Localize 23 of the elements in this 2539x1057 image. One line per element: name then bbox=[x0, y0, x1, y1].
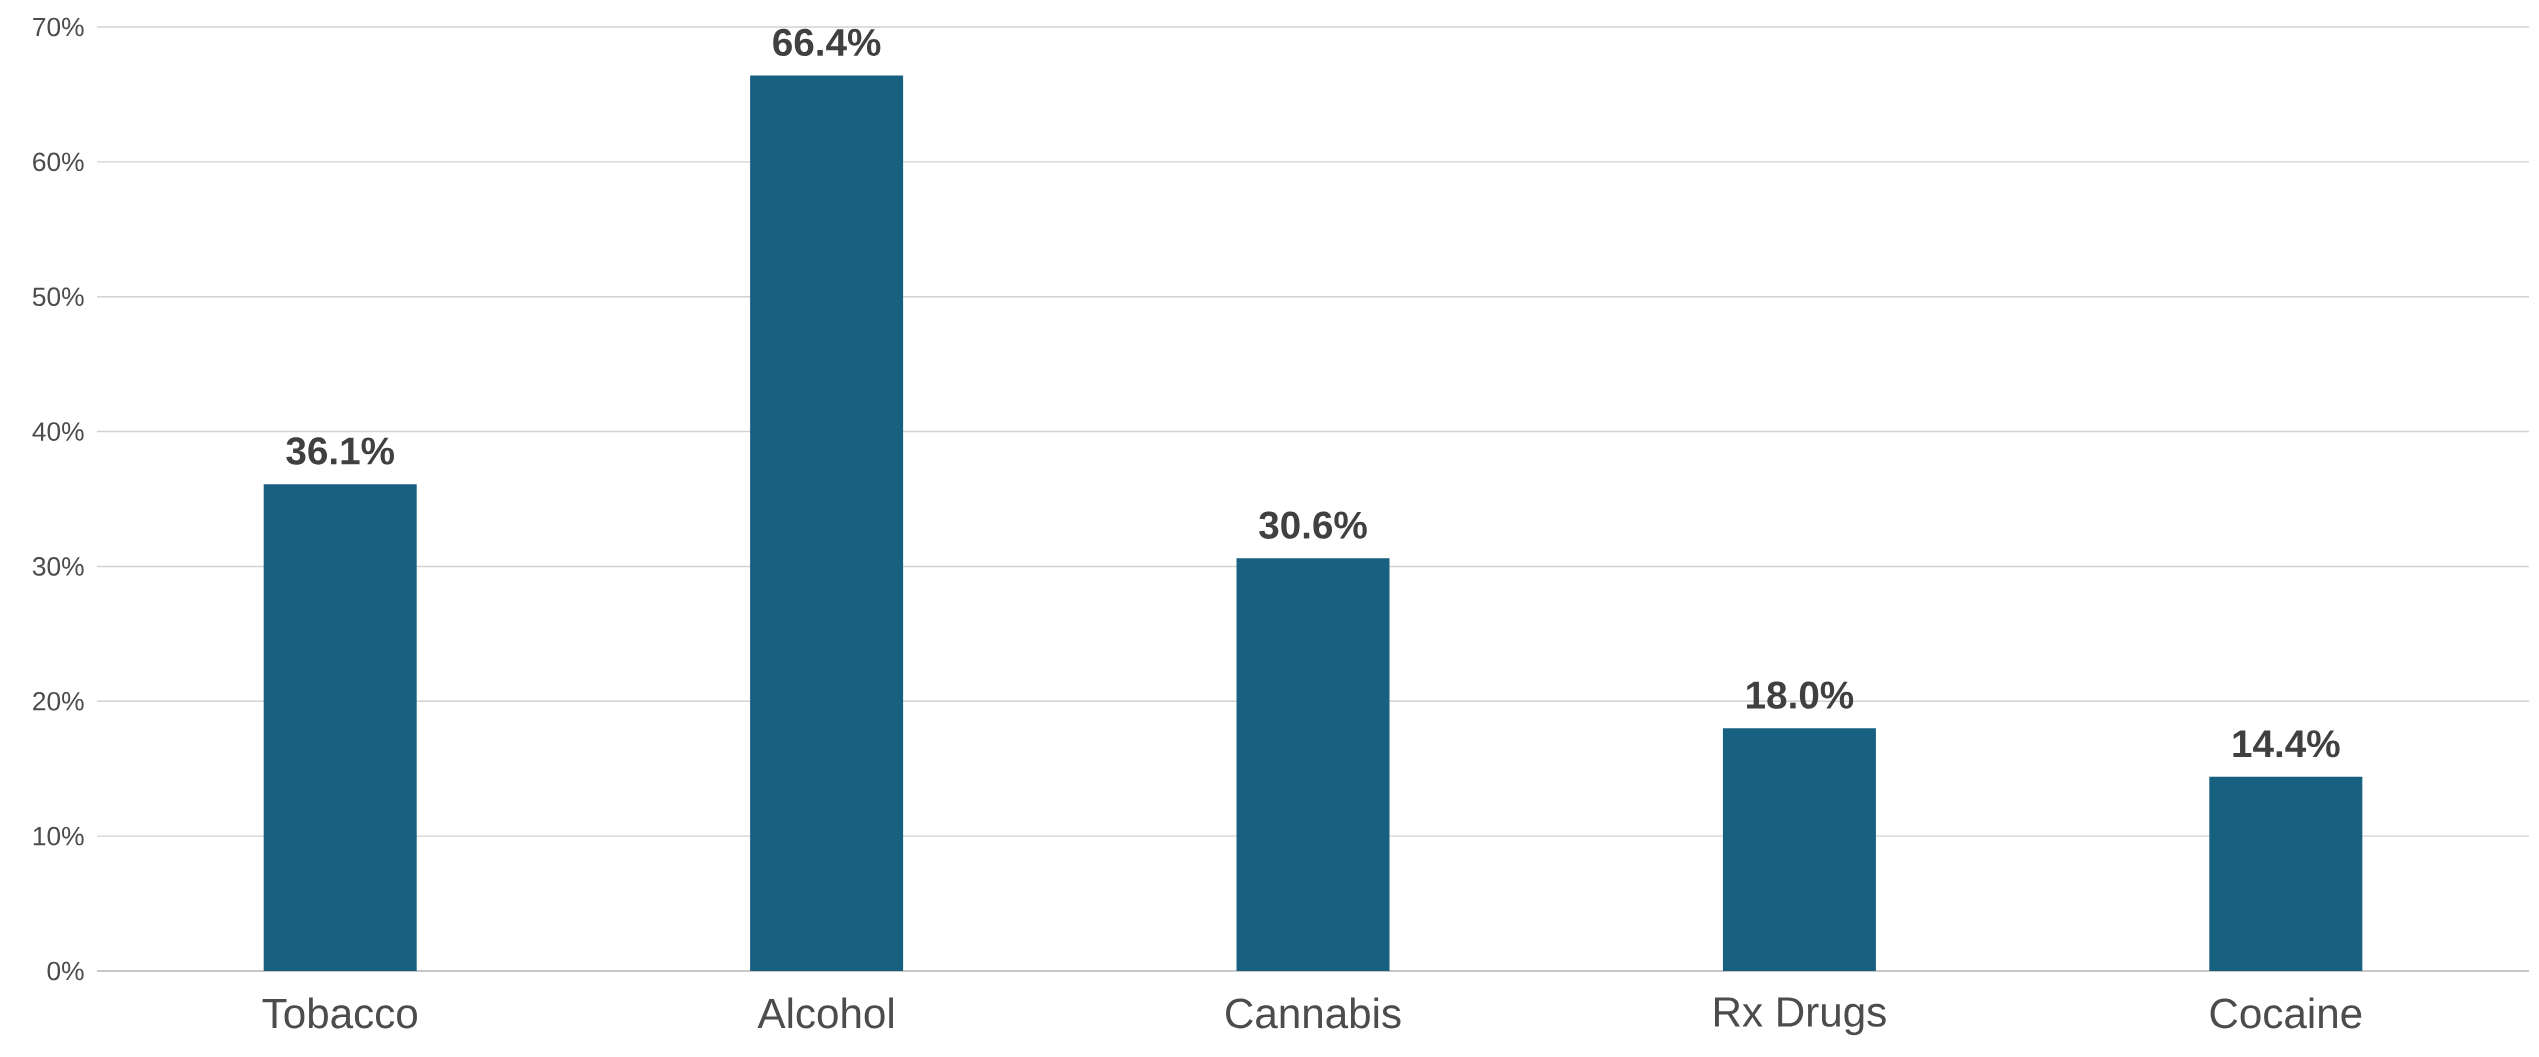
data-label: 18.0% bbox=[1747, 681, 1854, 709]
y-tick-label: 70% bbox=[33, 17, 84, 37]
y-tick-label: 20% bbox=[33, 691, 84, 711]
x-tick-label: Cocaine bbox=[2210, 997, 2362, 1029]
bar bbox=[750, 75, 904, 971]
y-tick-label: 10% bbox=[33, 826, 84, 846]
x-tick-label: Cannabis bbox=[1226, 997, 1401, 1029]
bar bbox=[263, 484, 417, 971]
y-tick-label: 50% bbox=[32, 287, 84, 307]
data-label: 30.6% bbox=[1259, 511, 1367, 539]
x-tick-label: Tobacco bbox=[262, 997, 417, 1029]
bar bbox=[1236, 558, 1390, 971]
y-tick-label: 60% bbox=[33, 152, 84, 172]
x-tick-label: Alcohol bbox=[757, 997, 893, 1029]
data-label: 36.1% bbox=[286, 437, 394, 465]
bar bbox=[1722, 728, 1876, 971]
data-label: 66.4% bbox=[773, 28, 881, 57]
y-tick-label: 30% bbox=[32, 557, 84, 576]
x-tick-label: Rx Drugs bbox=[1715, 997, 1886, 1036]
y-tick-label: 0% bbox=[47, 961, 84, 981]
y-tick-label: 40% bbox=[32, 422, 84, 441]
bar bbox=[2209, 776, 2363, 971]
data-label: 14.4% bbox=[2233, 730, 2340, 758]
